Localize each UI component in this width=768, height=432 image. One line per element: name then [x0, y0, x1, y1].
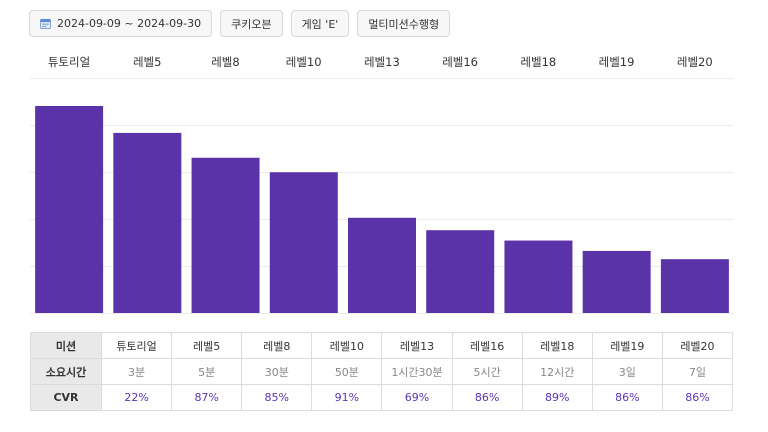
time-cell: 30분	[241, 358, 313, 385]
category-label: 레벨20	[676, 55, 713, 69]
row-header-time: 소요시간	[30, 358, 102, 385]
bar-레벨13[interactable]	[348, 217, 416, 313]
mission-row: 미션 튜토리얼 레벨5 레벨8 레벨10 레벨13 레벨16 레벨18 레벨19 레벨20	[30, 332, 734, 359]
category-label: 튜토리얼	[47, 55, 91, 69]
category-label: 레벨10	[285, 55, 322, 69]
category-label: 레벨19	[598, 55, 635, 69]
filter-bar: 2024-09-09 ~ 2024-09-30 쿠키오븐 게임 'E' 멀티미션…	[29, 10, 451, 37]
bar-레벨19[interactable]	[582, 250, 651, 313]
funnel-bar-chart	[30, 78, 734, 314]
category-label: 레벨8	[211, 55, 240, 69]
time-cell: 1시간30분	[381, 358, 453, 385]
bar-레벨18[interactable]	[504, 240, 573, 313]
cvr-cell: 22%	[100, 384, 173, 411]
time-row: 소요시간 3분 5분 30분 50분 1시간30분 5시간 12시간 3일 7일	[30, 358, 734, 385]
bar-레벨5[interactable]	[113, 132, 182, 313]
row-header-mission: 미션	[30, 332, 102, 359]
mission-type-chip[interactable]: 멀티미션수행형	[357, 10, 451, 37]
time-cell: 12시간	[521, 358, 593, 385]
game-filter-chip[interactable]: 게임 'E'	[290, 10, 350, 37]
time-cell: 5분	[171, 358, 243, 385]
calendar-icon	[40, 18, 51, 29]
event-filter-chip[interactable]: 쿠키오븐	[220, 10, 283, 37]
mission-cell: 레벨16	[451, 332, 523, 359]
cvr-cell: 85%	[241, 384, 313, 411]
mission-cell: 레벨8	[241, 332, 313, 359]
cvr-cell: 86%	[661, 384, 734, 411]
mission-cell: 레벨10	[311, 332, 383, 359]
time-cell: 7일	[661, 358, 734, 385]
category-label: 레벨13	[363, 55, 400, 69]
date-range-text: 2024-09-09 ~ 2024-09-30	[57, 17, 202, 30]
cvr-cell: 86%	[451, 384, 523, 411]
category-label: 레벨5	[132, 55, 162, 69]
cvr-cell: 69%	[381, 384, 453, 411]
bar-레벨20[interactable]	[660, 259, 729, 313]
mission-cell: 레벨13	[381, 332, 453, 359]
mission-cell: 튜토리얼	[100, 332, 173, 359]
bar-레벨16[interactable]	[426, 230, 495, 313]
mission-type-label: 멀티미션수행형	[368, 17, 440, 31]
mission-cell: 레벨19	[591, 332, 663, 359]
date-range-picker[interactable]: 2024-09-09 ~ 2024-09-30	[29, 10, 213, 37]
bar-레벨10[interactable]	[269, 172, 338, 313]
cvr-cell: 89%	[521, 384, 593, 411]
chart-svg	[30, 78, 734, 314]
mission-cell: 레벨18	[521, 332, 593, 359]
bar-튜토리얼[interactable]	[35, 106, 104, 313]
time-cell: 3일	[591, 358, 663, 385]
cvr-cell: 87%	[171, 384, 243, 411]
game-filter-label: 게임 'E'	[301, 17, 339, 31]
cvr-cell: 86%	[591, 384, 663, 411]
mission-cell: 레벨20	[661, 332, 734, 359]
category-label: 레벨18	[520, 55, 557, 69]
cvr-cell: 91%	[311, 384, 383, 411]
event-filter-label: 쿠키오븐	[231, 17, 272, 31]
time-cell: 5시간	[451, 358, 523, 385]
bar-레벨8[interactable]	[191, 157, 260, 313]
mission-cell: 레벨5	[171, 332, 243, 359]
category-label: 레벨16	[442, 55, 478, 69]
mission-table-wrap: 미션 튜토리얼 레벨5 레벨8 레벨10 레벨13 레벨16 레벨18 레벨19 레벨20 소요…	[30, 332, 734, 411]
chart-category-labels: 튜토리얼 레벨5 레벨8 레벨10 레벨13 레벨16 레벨18 레벨19 레벨20	[30, 54, 734, 70]
row-header-cvr: CVR	[30, 384, 102, 411]
time-cell: 50분	[311, 358, 383, 385]
cvr-row: CVR 22% 87% 85% 91% 69% 86% 89% 86% 86%	[30, 384, 734, 411]
mission-table: 미션 튜토리얼 레벨5 레벨8 레벨10 레벨13 레벨16 레벨18 레벨19 레벨20 소요…	[30, 332, 734, 411]
time-cell: 3분	[100, 358, 173, 385]
